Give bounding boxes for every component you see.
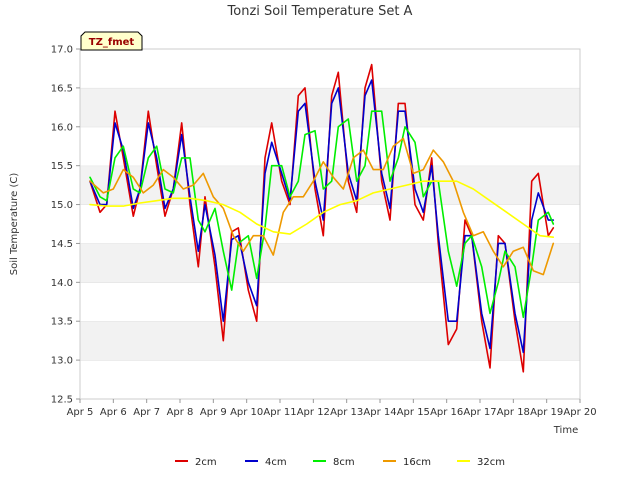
- chart-title: Tonzi Soil Temperature Set A: [227, 4, 413, 19]
- legend-label-2cm: 2cm: [195, 457, 217, 468]
- x-tick-label: Apr 8: [167, 407, 194, 418]
- y-tick-label: 17.0: [51, 45, 73, 56]
- y-tick-label: 14.0: [51, 278, 73, 289]
- x-tick-label: Apr 11: [263, 407, 296, 418]
- x-tick-label: Apr 6: [100, 407, 127, 418]
- site-badge-box: [80, 31, 143, 51]
- grid-band: [80, 360, 580, 399]
- x-axis-title: Time: [553, 425, 578, 436]
- x-tick-label: Apr 15: [397, 407, 430, 418]
- y-axis-title: Soil Temperature (C): [9, 173, 20, 276]
- x-tick-label: Apr 5: [67, 407, 94, 418]
- y-tick-label: 13.0: [51, 356, 73, 367]
- grid-band: [80, 321, 580, 361]
- x-tick-label: Apr 10: [230, 407, 263, 418]
- legend-label-8cm: 8cm: [333, 457, 355, 468]
- x-tick-label: Apr 7: [133, 407, 160, 418]
- x-tick-label: Apr 12: [297, 407, 330, 418]
- y-tick-label: 15.0: [51, 200, 73, 211]
- y-axis: 12.5 13.0 13.5 14.0 14.5 15.0 15.5 16.0 16.5 17.0: [51, 45, 80, 406]
- grid-band: [80, 49, 580, 88]
- series-line-32cm: [89, 180, 555, 238]
- y-tick-label: 16.5: [51, 83, 73, 94]
- plot-background: [80, 48, 580, 399]
- series-line-8cm: [89, 110, 555, 319]
- legend-label-16cm: 16cm: [403, 457, 431, 468]
- y-tick-label: 15.5: [51, 161, 73, 172]
- x-tick-label: Apr 20: [563, 407, 596, 418]
- legend: 2cm 4cm 8cm 16cm 32cm: [175, 457, 505, 468]
- site-badge: TZ_fmet: [80, 31, 143, 51]
- plot-area: [79, 48, 581, 400]
- series-lines: [89, 63, 555, 373]
- y-tick-label: 13.5: [51, 317, 73, 328]
- x-tick-label: Apr 9: [200, 407, 227, 418]
- grid-band: [80, 282, 580, 322]
- legend-label-4cm: 4cm: [265, 457, 287, 468]
- x-tick-label: Apr 17: [463, 407, 496, 418]
- x-tick-label: Apr 18: [497, 407, 530, 418]
- site-badge-label: TZ_fmet: [89, 37, 135, 48]
- y-tick-label: 16.0: [51, 122, 73, 133]
- series-line-16cm: [89, 137, 555, 276]
- x-tick-label: Apr 14: [363, 407, 396, 418]
- legend-label-32cm: 32cm: [477, 457, 505, 468]
- x-tick-label: Apr 13: [330, 407, 363, 418]
- series-line-4cm: [89, 79, 555, 354]
- x-tick-label: Apr 19: [530, 407, 563, 418]
- y-tick-label: 14.5: [51, 239, 73, 250]
- x-tick-label: Apr 16: [430, 407, 463, 418]
- grid-band: [80, 204, 580, 244]
- x-axis: Apr 5 Apr 6 Apr 7 Apr 8 Apr 9 Apr 10 Apr 11 Apr…: [67, 399, 597, 418]
- y-tick-label: 12.5: [51, 395, 73, 406]
